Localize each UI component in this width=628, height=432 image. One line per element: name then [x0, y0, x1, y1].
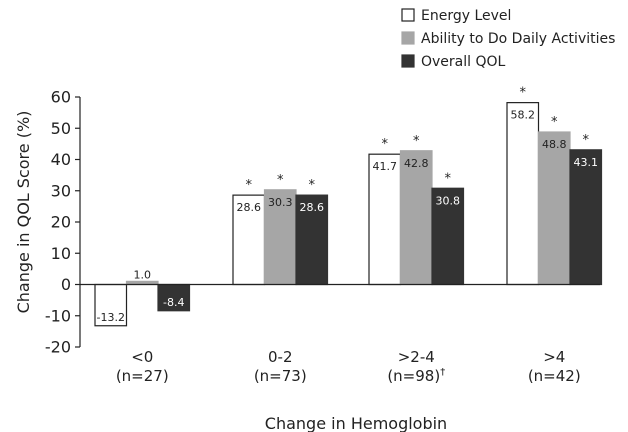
significance-marker: *: [413, 134, 420, 149]
y-tick-label: 10: [51, 244, 71, 263]
data-label: 48.8: [542, 138, 567, 151]
y-tick-label: 20: [51, 213, 71, 232]
data-label: -8.4: [163, 296, 184, 309]
legend: Energy Level Ability to Do Daily Activiti…: [401, 8, 615, 70]
x-category-sample-size: (n=98)†: [387, 367, 445, 385]
x-category-sample-size: (n=73): [254, 367, 307, 385]
footnote-mark: †: [440, 367, 445, 378]
bar-3-0: [157, 283, 191, 312]
y-axis-title: Change in QOL Score (%): [14, 111, 33, 314]
significance-marker: *: [277, 173, 284, 188]
x-category-sample-size: (n=42): [528, 367, 581, 385]
bar-3-24: [431, 187, 465, 286]
data-label: 41.7: [373, 160, 398, 173]
significance-marker: *: [520, 86, 527, 101]
x-category-label: <0: [131, 348, 153, 366]
significance-marker: *: [309, 178, 316, 193]
y-tick-label: -10: [45, 306, 71, 325]
data-label: 58.2: [511, 109, 536, 122]
data-label: 1.0: [134, 268, 152, 281]
legend-swatch: [401, 54, 415, 68]
data-label: 42.8: [404, 157, 429, 170]
legend-label: Ability to Do Daily Activities: [421, 31, 615, 47]
bar-3-4: [569, 149, 603, 286]
y-tick-label: 60: [51, 88, 71, 107]
data-label: -13.2: [97, 311, 125, 324]
x-axis-title: Change in Hemoglobin: [265, 414, 447, 432]
x-axis: <0(n=27) 0-2(n=73) >2-4(n=98)† >4(n=42): [116, 348, 581, 385]
legend-swatch: [401, 31, 415, 45]
sample-size-text: (n=98): [387, 367, 440, 385]
significance-marker: *: [382, 137, 389, 152]
data-label: 28.6: [237, 201, 262, 214]
y-tick-label: 0: [61, 275, 71, 294]
legend-label: Energy Level: [421, 8, 511, 24]
y-tick-label: 50: [51, 119, 71, 138]
significance-marker: *: [246, 178, 253, 193]
y-tick-label: 30: [51, 181, 71, 200]
data-label: 28.6: [300, 201, 325, 214]
data-label: 30.3: [268, 196, 293, 209]
significance-marker: *: [445, 171, 452, 186]
data-label: 30.8: [436, 194, 461, 207]
data-label: 43.1: [574, 156, 599, 169]
significance-marker: *: [583, 133, 590, 148]
bars: -13.2 1.0 -8.4 28.6 * 30.3 * 28.6 * 41.7 * 42.8 * 30.…: [80, 86, 603, 327]
bar-2-4: [537, 131, 571, 286]
y-tick-label: 40: [51, 150, 71, 169]
x-category-label: >4: [543, 348, 565, 366]
sample-size-text: (n=42): [528, 367, 581, 385]
legend-swatch: [401, 8, 415, 22]
sample-size-text: (n=27): [116, 367, 169, 385]
bar-1-4: [506, 102, 540, 286]
bar-3-02: [295, 194, 329, 286]
x-category-label: >2-4: [398, 348, 435, 366]
legend-label: Overall QOL: [421, 54, 506, 70]
x-category-label: 0-2: [268, 348, 293, 366]
sample-size-text: (n=73): [254, 367, 307, 385]
x-category-sample-size: (n=27): [116, 367, 169, 385]
y-tick-label: -20: [45, 338, 71, 357]
significance-marker: *: [551, 115, 558, 130]
bar-1-24: [368, 153, 402, 286]
bar-2-24: [399, 150, 433, 286]
y-axis: -20 -10 0 10 20 30 40 50 60: [45, 88, 81, 357]
